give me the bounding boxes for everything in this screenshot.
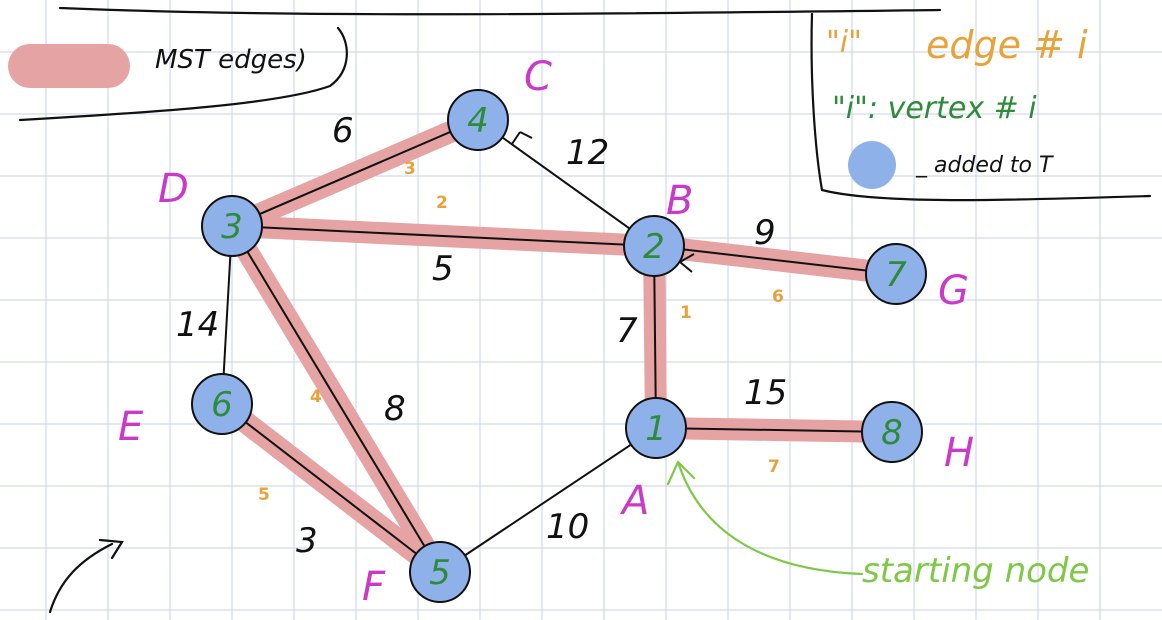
arrowhead-bc — [511, 131, 533, 145]
node-order-c: 4 — [467, 101, 489, 141]
edge-order-bg: 6 — [772, 287, 784, 307]
added-key-text: _ added to T — [915, 153, 1054, 178]
node-h — [861, 401, 923, 463]
node-order-g: 7 — [885, 255, 907, 295]
node-order-b: 2 — [643, 227, 665, 267]
starting-node-label: starting node — [862, 551, 1089, 591]
edge-order-ef: 5 — [258, 485, 270, 505]
node-c — [447, 89, 509, 151]
edge-weight-af: 10 — [546, 507, 589, 547]
edge-order-dc: 3 — [404, 159, 416, 179]
edge-ah — [655, 427, 893, 433]
edge-weight-bg: 9 — [754, 213, 776, 253]
arrowhead-bg — [679, 253, 695, 273]
edge-bc — [477, 119, 655, 247]
edge-weight-df: 8 — [384, 389, 406, 429]
edge-df — [231, 225, 441, 573]
mst-legend-swatch — [8, 44, 130, 88]
edge-af — [439, 427, 657, 573]
edge-key-text: edge # i — [926, 23, 1088, 67]
vertex-key-text: "i": vertex # i — [832, 91, 1037, 126]
node-b — [623, 215, 685, 277]
node-letter-f: F — [362, 564, 386, 610]
added-key-swatch — [848, 141, 896, 189]
edge-order-bd: 2 — [436, 193, 448, 213]
starting-node-arrow — [666, 460, 864, 576]
edge-weight-de: 14 — [176, 305, 219, 345]
node-order-d: 3 — [221, 207, 243, 247]
node-order-h: 8 — [881, 413, 903, 453]
edge-weight-dc: 6 — [332, 111, 354, 151]
top-rule-line — [58, 6, 942, 16]
edge-order-ah: 7 — [768, 457, 780, 477]
node-letter-e: E — [118, 404, 144, 450]
starting-node-annotation: starting node — [666, 460, 1089, 591]
edge-key-quote: "i" — [826, 25, 862, 60]
edge-order-ab: 1 — [680, 303, 692, 323]
node-e — [191, 373, 253, 435]
node-order-e: 6 — [211, 385, 233, 425]
edge-order-df: 4 — [310, 387, 322, 407]
node-d — [201, 195, 263, 257]
node-letter-d: D — [158, 166, 189, 212]
corner-arrow-scribble — [48, 538, 124, 614]
node-letter-h: H — [944, 430, 974, 476]
node-letter-g: G — [938, 268, 969, 314]
edge-bd — [231, 225, 655, 247]
edge-weight-bd: 5 — [432, 249, 454, 289]
mst-legend-label: MST edges) — [155, 45, 307, 75]
node-order-a: 1 — [645, 409, 667, 449]
edge-dc — [231, 119, 479, 227]
edge-ef — [221, 403, 441, 573]
edge-weight-bc: 12 — [566, 133, 609, 173]
edge-bg — [653, 245, 897, 275]
edge-weight-ab: 7 — [616, 311, 638, 351]
node-g — [865, 243, 927, 305]
mst-legend-box — [18, 26, 348, 122]
edge-layer — [221, 119, 897, 573]
node-a — [625, 397, 687, 459]
edge-weight-ah: 15 — [744, 373, 787, 413]
node-f — [409, 541, 471, 603]
edge-weight-ef: 3 — [296, 521, 318, 561]
node-letter-b: B — [666, 178, 693, 224]
node-letter-c: C — [524, 54, 552, 100]
key-legend-box — [810, 12, 1152, 202]
node-letter-a: A — [619, 478, 649, 524]
legend-area — [18, 6, 1152, 202]
node-order-f: 5 — [429, 553, 451, 593]
